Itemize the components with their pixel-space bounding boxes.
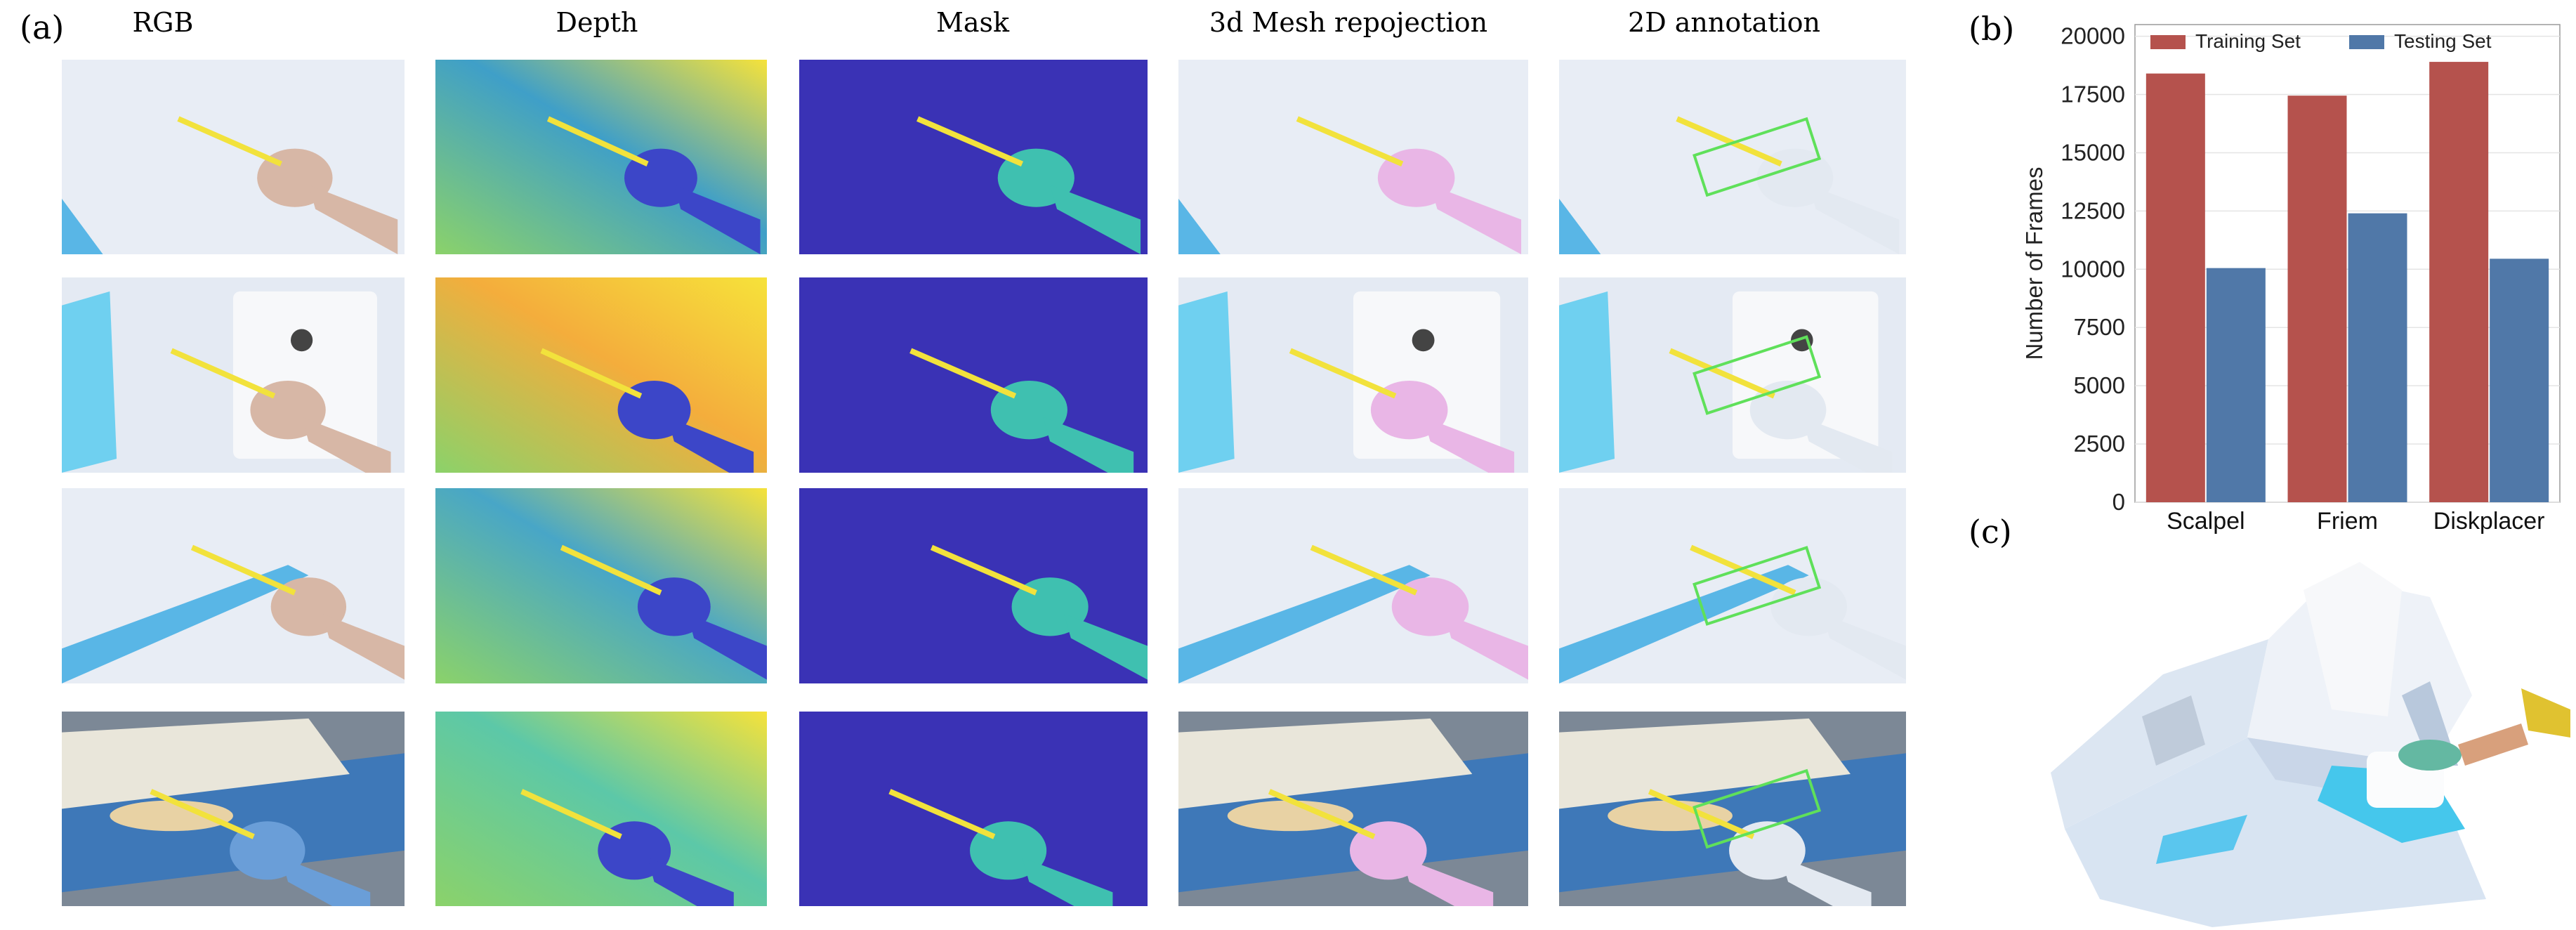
legend-swatch-1 — [2349, 35, 2384, 49]
panel-a-label: (a) — [20, 8, 65, 46]
panel-c-label: (c) — [1969, 513, 2012, 551]
x-tick-label-0: Scalpel — [2167, 508, 2245, 535]
x-tick-label-1: Friem — [2317, 508, 2378, 535]
thumb-depth-row-2 — [435, 277, 767, 473]
y-tick-label-7: 17500 — [2061, 81, 2125, 107]
thumb-mask-row-4 — [799, 712, 1148, 906]
y-axis-label: Number of Frames — [2021, 166, 2047, 360]
y-tick-label-6: 15000 — [2061, 139, 2125, 165]
y-tick-label-5: 12500 — [2061, 197, 2125, 223]
column-header-mask: Mask — [935, 7, 1010, 38]
thumb-mesh-row-4 — [1178, 712, 1528, 906]
thumb-depth-row-1 — [435, 60, 767, 254]
point-cloud-image — [2037, 534, 2570, 927]
thumb-mesh-row-3 — [1178, 488, 1528, 683]
thumb-rgb-row-1 — [62, 60, 405, 254]
panel-b-label: (b) — [1969, 10, 2015, 48]
y-tick-label-2: 5000 — [2074, 372, 2125, 398]
thumb-mesh-row-2 — [1178, 277, 1528, 473]
y-tick-label-8: 20000 — [2061, 23, 2125, 49]
thumb-depth-row-3 — [435, 488, 767, 683]
thumb-rgb-row-4 — [62, 712, 405, 906]
bar-testing-set-scalpel — [2206, 268, 2266, 502]
thumb-annotation-row-3 — [1559, 488, 1906, 683]
thumb-annotation-row-2 — [1559, 277, 1906, 473]
y-tick-label-3: 7500 — [2074, 314, 2125, 340]
bar-training-set-diskplacer — [2429, 62, 2489, 502]
legend-swatch-0 — [2150, 35, 2186, 49]
column-header-rgb: RGB — [132, 7, 194, 38]
x-tick-label-2: Diskplacer — [2433, 508, 2545, 535]
chart-plot-area — [2134, 24, 2561, 503]
bar-training-set-scalpel — [2145, 73, 2205, 502]
thumb-mask-row-2 — [799, 277, 1148, 473]
bar-training-set-friem — [2287, 96, 2347, 503]
frames-bar-chart: 0 2500 5000 7500 10000 12500 15000 17500 20000 Sc… — [1995, 14, 2570, 541]
chart-svg: 0 2500 5000 7500 10000 12500 15000 17500 20000 Sc… — [2021, 23, 2561, 535]
thumb-mask-row-1 — [799, 60, 1148, 254]
thumb-rgb-row-3 — [62, 488, 405, 683]
thumb-depth-row-4 — [435, 712, 767, 906]
thumb-mask-row-3 — [799, 488, 1148, 683]
y-tick-label-0: 0 — [2112, 489, 2125, 515]
bar-testing-set-friem — [2348, 213, 2407, 502]
column-header-annotation: 2D annotation — [1628, 7, 1820, 38]
column-header-mesh: 3d Mesh repojection — [1209, 7, 1488, 38]
y-tick-label-1: 2500 — [2074, 431, 2125, 457]
legend-label-0: Training Set — [2195, 30, 2301, 52]
thumb-annotation-row-4 — [1559, 712, 1906, 906]
thumb-annotation-row-1 — [1559, 60, 1906, 254]
legend-label-1: Testing Set — [2394, 30, 2492, 52]
bar-testing-set-diskplacer — [2490, 258, 2549, 502]
thumb-rgb-row-2 — [62, 277, 405, 473]
y-tick-label-4: 10000 — [2061, 256, 2125, 282]
thumb-mesh-row-1 — [1178, 60, 1528, 254]
column-header-depth: Depth — [556, 7, 638, 38]
